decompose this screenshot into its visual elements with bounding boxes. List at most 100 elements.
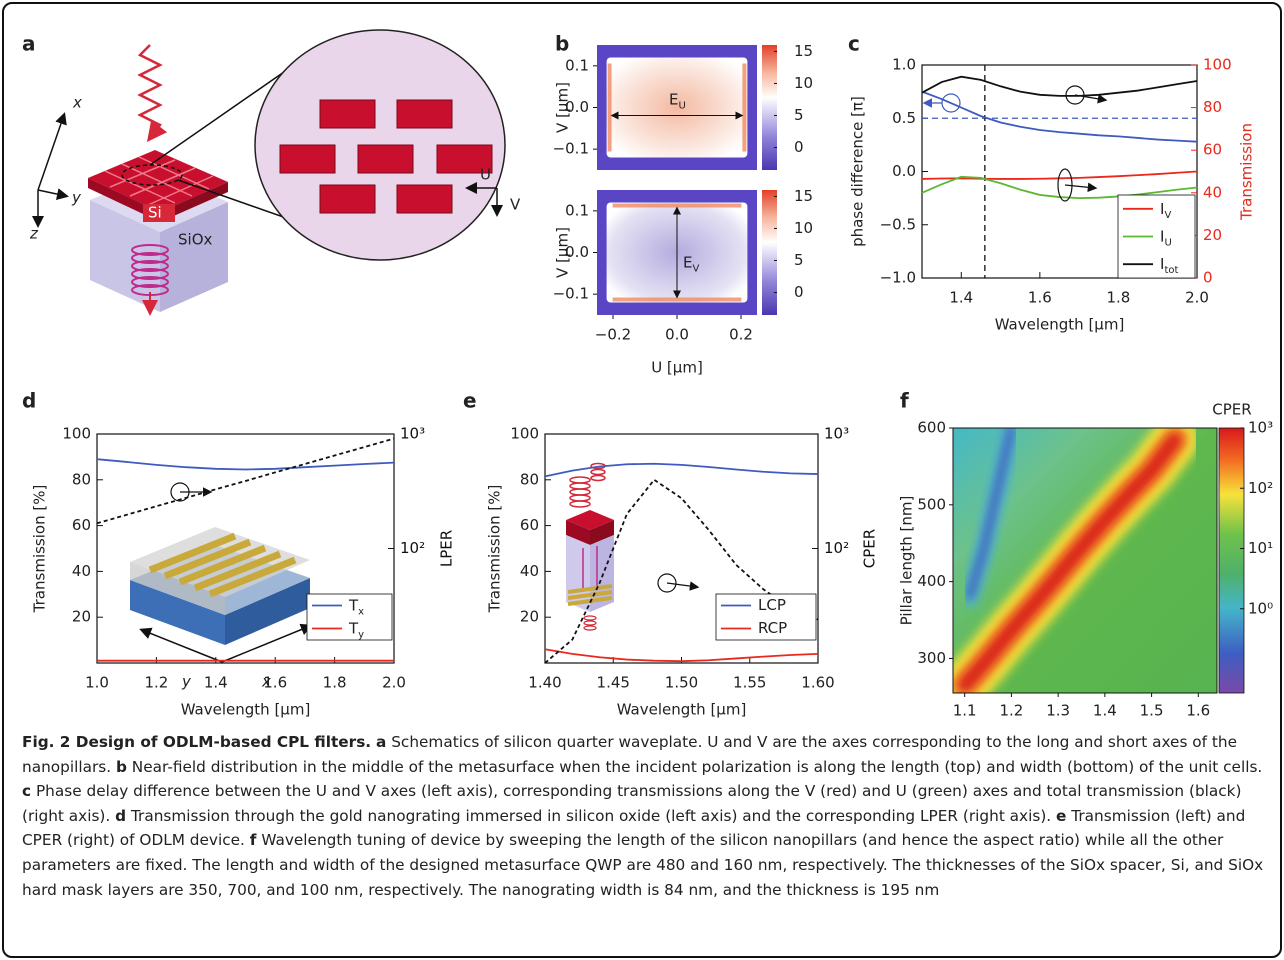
- y-tick-label: 400: [917, 572, 946, 590]
- colorbar-tick-label: 0: [794, 138, 804, 156]
- y-tick-label: 100: [510, 425, 539, 443]
- y-tick-label: −0.1: [553, 140, 589, 158]
- x-tick-label: 1.4: [204, 674, 228, 692]
- axis-label: Transmission: [1238, 123, 1256, 221]
- colorbar-tick-label: 10¹: [1248, 539, 1273, 557]
- axis-label: x: [72, 94, 82, 112]
- y-tick-label: −1.0: [880, 269, 916, 287]
- colorbar-tick-label: 10²: [1248, 479, 1273, 497]
- panel-label: d: [22, 389, 36, 413]
- y2-tick-label: 20: [1203, 226, 1222, 244]
- y-tick-label: 1.0: [892, 56, 916, 74]
- x-tick-label: 1.3: [1046, 702, 1070, 720]
- caption: Fig. 2 Design of ODLM-based CPL filters.…: [22, 730, 1267, 902]
- colorbar-tick-label: 15: [794, 187, 813, 205]
- axis-label: V [µm]: [554, 227, 572, 278]
- y-tick-label: 100: [62, 425, 91, 443]
- inset-label: y: [181, 673, 192, 691]
- material-label: Si: [148, 204, 162, 222]
- series-line: [97, 459, 394, 469]
- caption-label: e: [1056, 807, 1066, 825]
- y2-tick-label: 10³: [824, 425, 849, 443]
- x-tick-label: 1.40: [528, 674, 561, 692]
- panel-label: e: [463, 389, 477, 413]
- x-axis-label: Wavelength [µm]: [995, 316, 1125, 334]
- y-tick-label: 500: [917, 495, 946, 513]
- y-tick-label: −0.5: [880, 215, 916, 233]
- schematic-a: a x y z Si SiOx U V: [22, 30, 521, 312]
- x-tick-label: 1.60: [801, 674, 834, 692]
- panel-label: a: [22, 32, 36, 56]
- y-tick-label: 0.1: [565, 56, 589, 74]
- x-tick-label: 2.0: [382, 674, 406, 692]
- y-tick-label: 20: [520, 608, 539, 626]
- axis-label: LPER: [438, 530, 456, 567]
- x-axis-label: U [µm]: [651, 359, 703, 377]
- axis-label: U: [480, 166, 491, 184]
- caption-label: b: [116, 758, 127, 776]
- x-tick-label: 1.55: [733, 674, 766, 692]
- figure: a x y z Si SiOx U V: [0, 0, 1284, 725]
- colorbar: [1219, 428, 1244, 693]
- axis-arrow: [38, 115, 64, 190]
- caption-label: c: [22, 782, 31, 800]
- y2-tick-label: 100: [1203, 56, 1232, 74]
- axis-label: CPER: [861, 529, 879, 568]
- x-axis-label: Wavelength [µm]: [617, 701, 747, 719]
- y-tick-label: 60: [72, 516, 91, 534]
- inset-e: [566, 464, 614, 631]
- y-tick-label: 0.0: [892, 162, 916, 180]
- series-line: [545, 464, 818, 477]
- material-label: SiOx: [178, 231, 212, 249]
- annotation-arrow: [1065, 185, 1095, 188]
- colorbar-tick-label: 10⁰: [1248, 599, 1273, 617]
- axis-label: z: [29, 225, 39, 243]
- axis-label: Transmission [%]: [486, 485, 504, 614]
- axis-label: V [µm]: [554, 82, 572, 133]
- colorbar-tick-label: 0: [794, 283, 804, 301]
- x-tick-label: 1.1: [953, 702, 977, 720]
- axis-arrow: [38, 190, 66, 196]
- x-tick-label: 1.2: [144, 674, 168, 692]
- panel-label: c: [848, 32, 860, 56]
- y-tick-label: 300: [917, 649, 946, 667]
- incident-wave: [140, 45, 160, 138]
- colorbar-tick-label: 10³: [1248, 419, 1273, 437]
- y-tick-label: 0.1: [565, 201, 589, 219]
- y-tick-label: −0.1: [553, 285, 589, 303]
- x-axis-label: Wavelength [µm]: [181, 701, 311, 719]
- series-line: [97, 439, 394, 524]
- x-tick-label: 1.0: [85, 674, 109, 692]
- colorbar-tick-label: 10: [794, 74, 813, 92]
- y2-tick-label: 0: [1203, 269, 1213, 287]
- caption-label: d: [115, 807, 126, 825]
- y-tick-label: 0.5: [892, 109, 916, 127]
- series-line: [922, 77, 1197, 96]
- colorbar-title: CPER: [1212, 401, 1251, 419]
- x-tick-label: 1.2: [999, 702, 1023, 720]
- x-tick-label: 1.4: [1093, 702, 1117, 720]
- y2-tick-label: 60: [1203, 141, 1222, 159]
- y-tick-label: 80: [72, 470, 91, 488]
- y-tick-label: 40: [520, 562, 539, 580]
- y-tick-label: 600: [917, 419, 946, 437]
- caption-text: Near-field distribution in the middle of…: [132, 758, 1263, 776]
- colorbar: [762, 45, 777, 170]
- axis-label: y: [71, 189, 82, 207]
- panel-label: f: [900, 389, 909, 413]
- axis-label: Transmission [%]: [31, 485, 49, 614]
- caption-text: Transmission through the gold nanogratin…: [131, 807, 1051, 825]
- x-tick-label: 1.45: [597, 674, 630, 692]
- annotation-arrow: [667, 583, 697, 587]
- legend-label: RCP: [758, 619, 787, 637]
- caption-label: f: [250, 831, 257, 849]
- y2-tick-label: 10³: [400, 425, 425, 443]
- x-tick-label: 1.6: [1186, 702, 1210, 720]
- inset-d: [130, 527, 310, 662]
- colorbar-tick-label: 5: [794, 251, 804, 269]
- x-tick-label: 1.50: [665, 674, 698, 692]
- y-tick-label: 60: [520, 516, 539, 534]
- axis-label: V: [510, 196, 521, 214]
- x-tick-label: 0.0: [665, 326, 689, 344]
- axis-label: phase difference [π]: [849, 96, 867, 247]
